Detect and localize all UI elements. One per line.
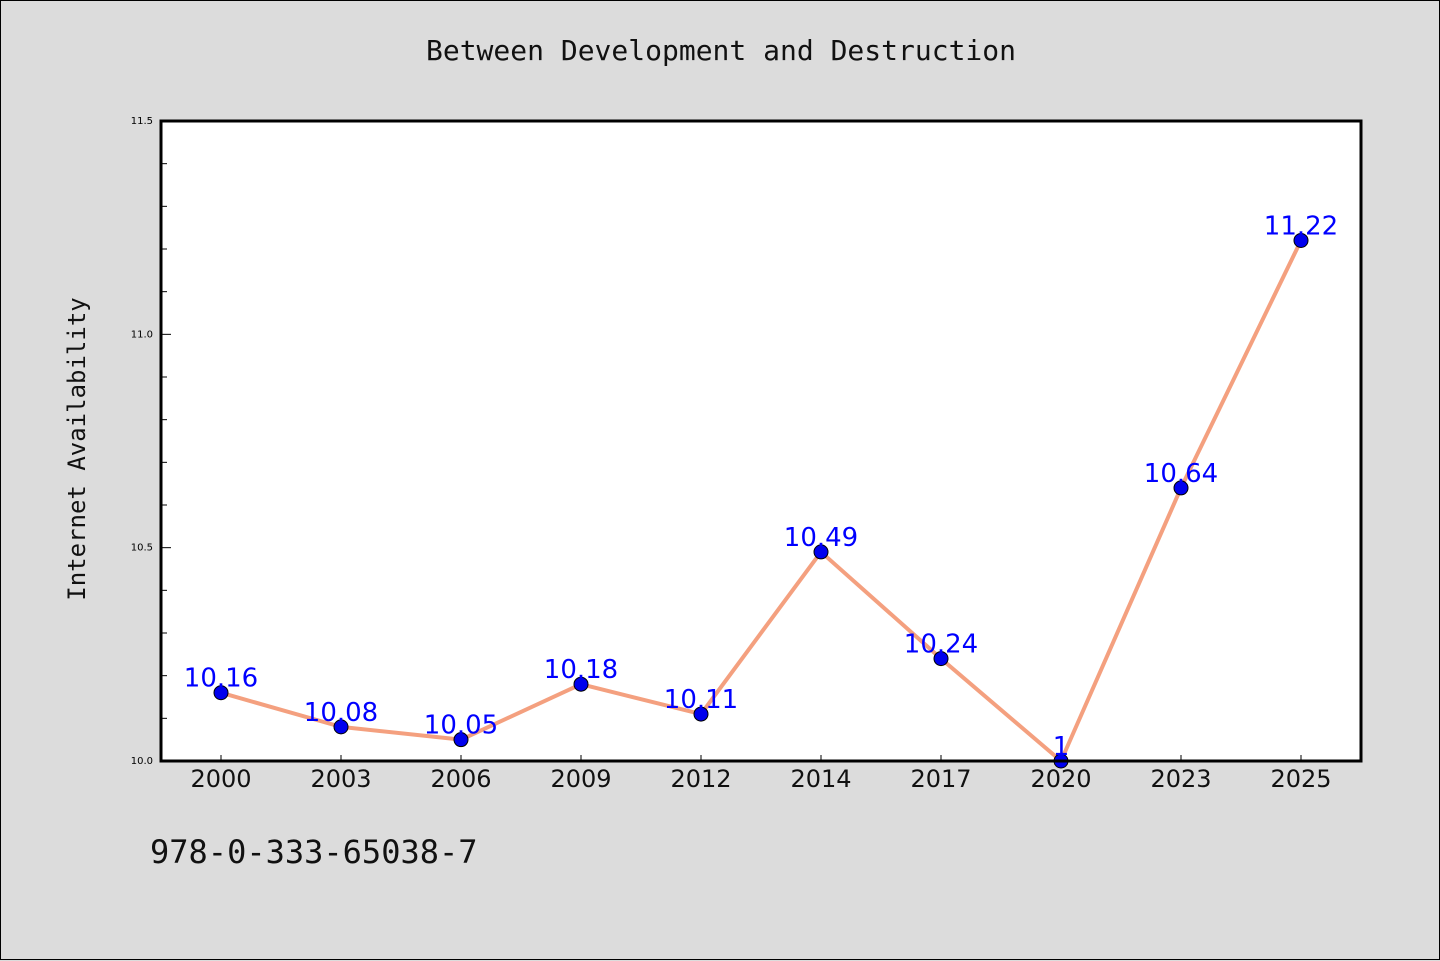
- data-label: 10.05: [424, 711, 498, 741]
- data-point: [933, 651, 949, 667]
- chart-title: Between Development and Destruction: [425, 34, 1016, 67]
- x-tick-label: 2020: [1030, 765, 1091, 793]
- data-point: [693, 706, 709, 722]
- x-tick-label: 2003: [310, 765, 371, 793]
- data-label: 10.49: [784, 523, 858, 553]
- footer-code: 978-0-333-65038-7: [150, 833, 478, 871]
- data-label: 10.24: [904, 630, 978, 660]
- data-point: [1293, 232, 1309, 248]
- x-tick-label: 2023: [1150, 765, 1211, 793]
- series-line: [220, 239, 1303, 763]
- x-tick-label: 2025: [1270, 765, 1331, 793]
- data-label: 10.64: [1144, 459, 1218, 489]
- data-point: [573, 676, 589, 692]
- plot-border: [159, 119, 1363, 763]
- data-label: 1: [1053, 732, 1070, 762]
- y-tick-label: 11.5: [131, 116, 153, 127]
- x-tick-label: 2014: [790, 765, 851, 793]
- plot-area: [161, 121, 1361, 761]
- y-tick-label: 10.5: [131, 543, 153, 554]
- x-tick-label: 2006: [430, 765, 491, 793]
- data-label: 10.11: [664, 685, 738, 715]
- data-point: [453, 732, 469, 748]
- data-point: [813, 544, 829, 560]
- data-point: [213, 685, 229, 701]
- data-label: 10.18: [544, 655, 618, 685]
- data-label: 10.08: [304, 698, 378, 728]
- data-label: 11.22: [1264, 211, 1338, 241]
- x-tick-label: 2017: [910, 765, 971, 793]
- data-point: [333, 719, 349, 735]
- x-tick-label: 2012: [670, 765, 731, 793]
- y-tick-label: 11.0: [131, 329, 153, 340]
- x-tick-label: 2000: [190, 765, 251, 793]
- y-axis-label: Internet Availability: [63, 297, 91, 600]
- data-label: 10.16: [184, 664, 258, 694]
- x-tick-label: 2009: [550, 765, 611, 793]
- y-tick-label: 10.0: [131, 756, 153, 767]
- data-point: [1173, 480, 1189, 496]
